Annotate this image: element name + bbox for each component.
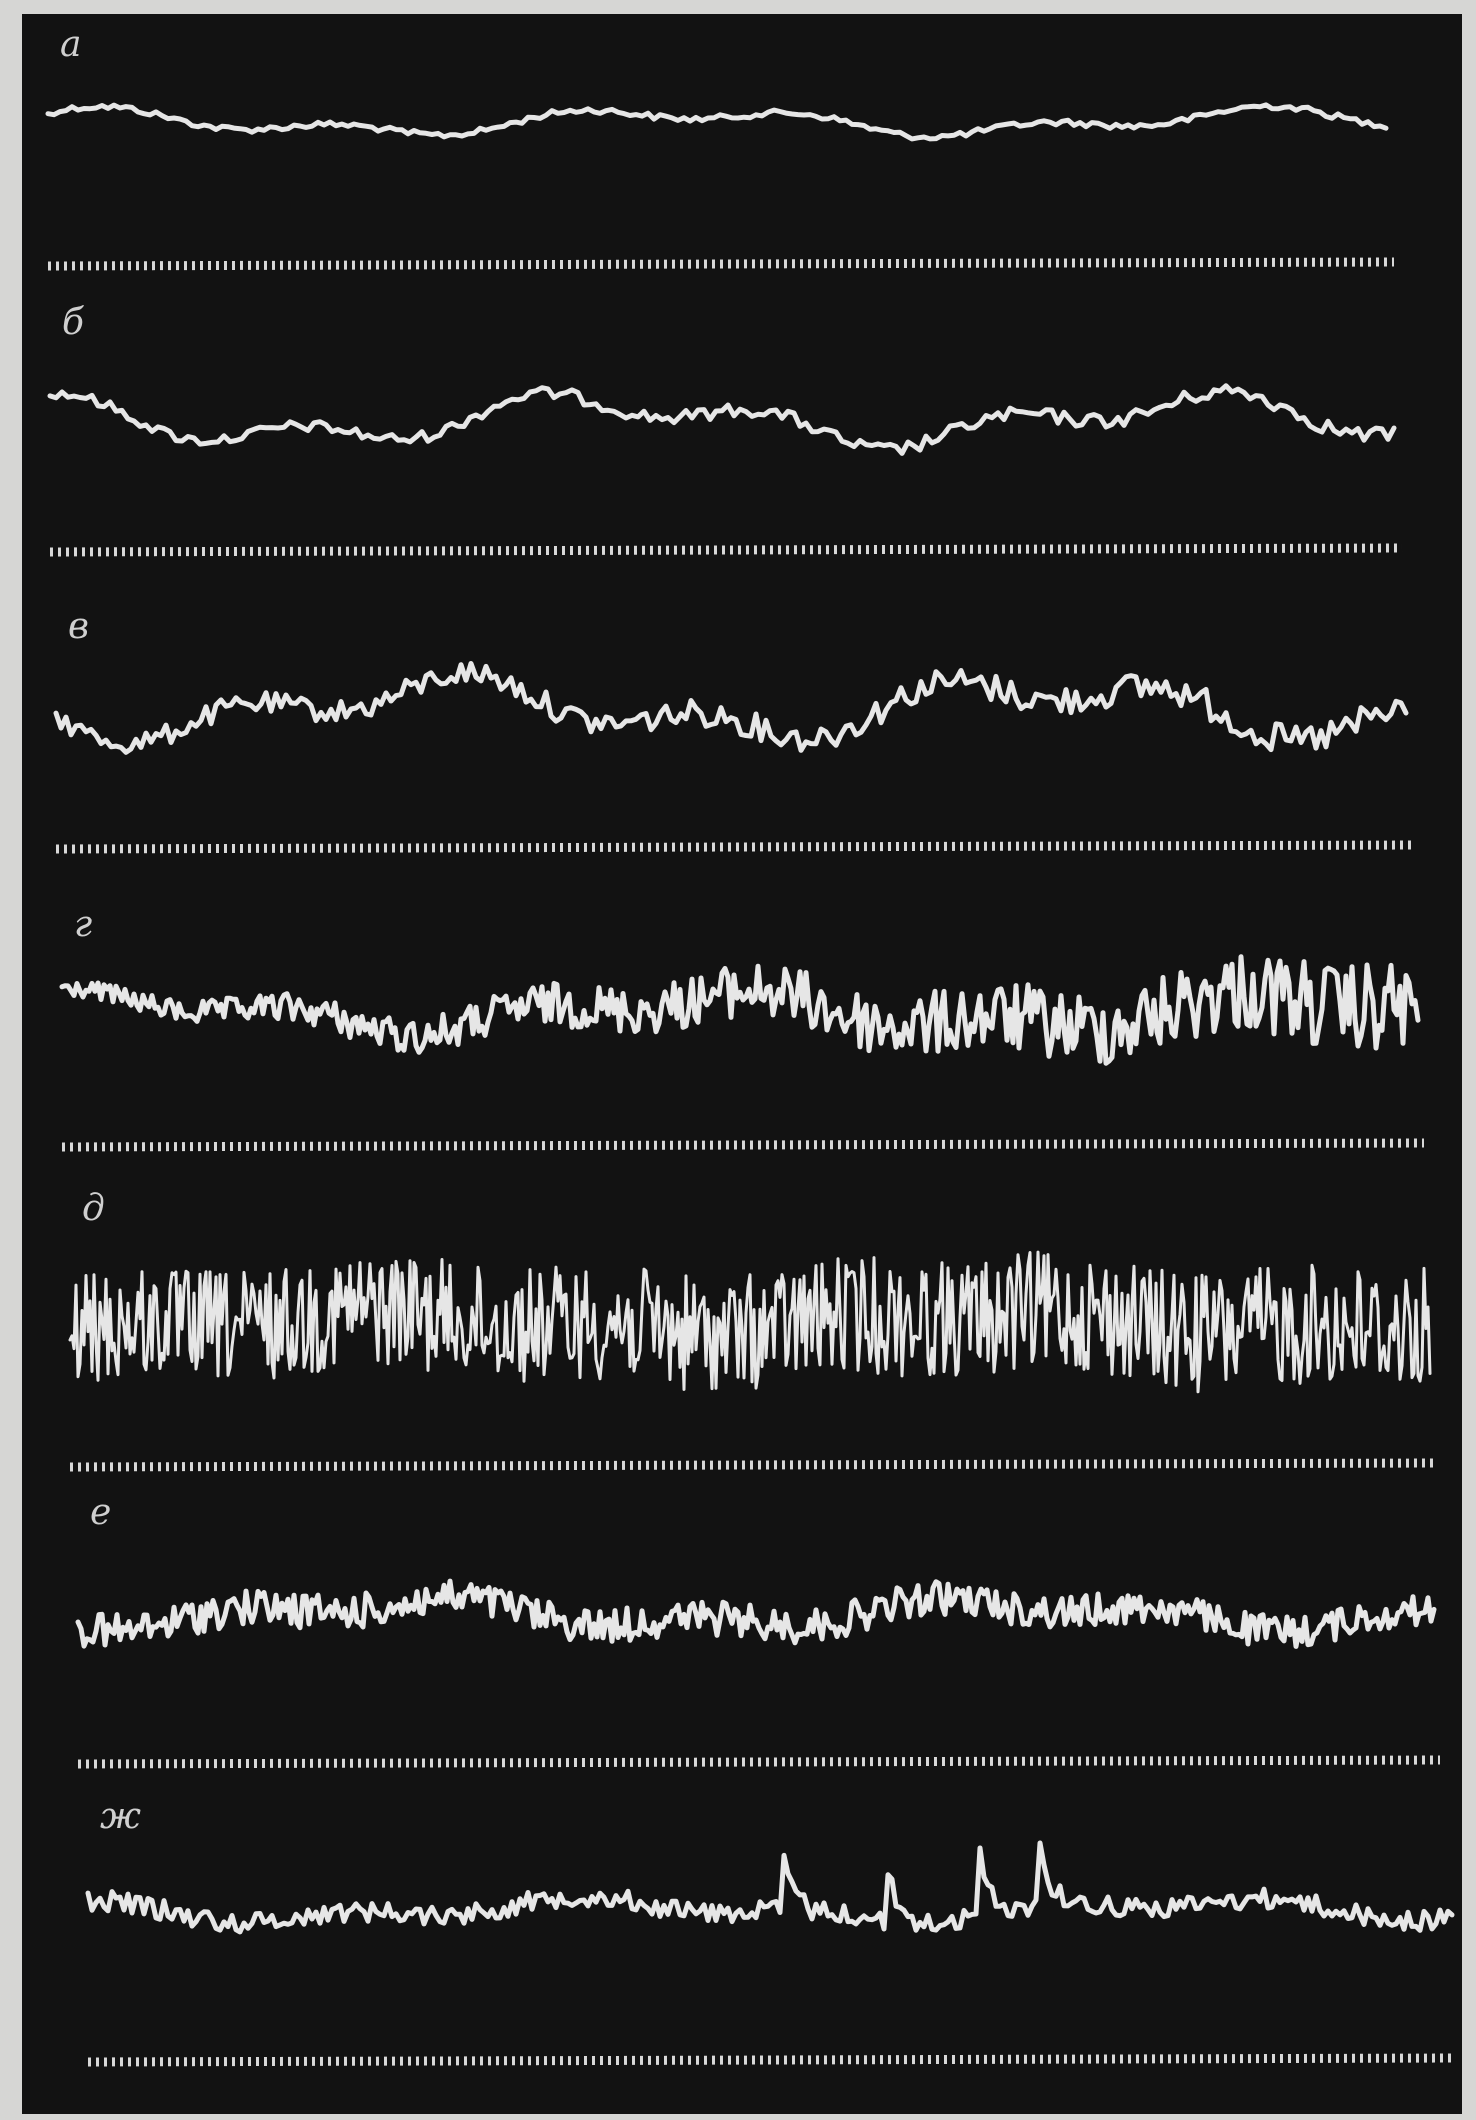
figure: а б в г д е ж: [0, 0, 1476, 2120]
trace-label: ж: [100, 1796, 141, 1837]
trace-label: б: [62, 302, 85, 343]
time-marker: [48, 262, 1394, 266]
page: абвгдеж (() => { const data = JSON.parse…: [0, 0, 1476, 2120]
film-background: [22, 14, 1462, 2114]
trace-label: в: [68, 606, 89, 647]
trace-label: е: [90, 1492, 111, 1533]
trace-label: а: [60, 24, 81, 65]
trace-label: д: [82, 1188, 105, 1229]
trace-label: г: [74, 904, 92, 945]
